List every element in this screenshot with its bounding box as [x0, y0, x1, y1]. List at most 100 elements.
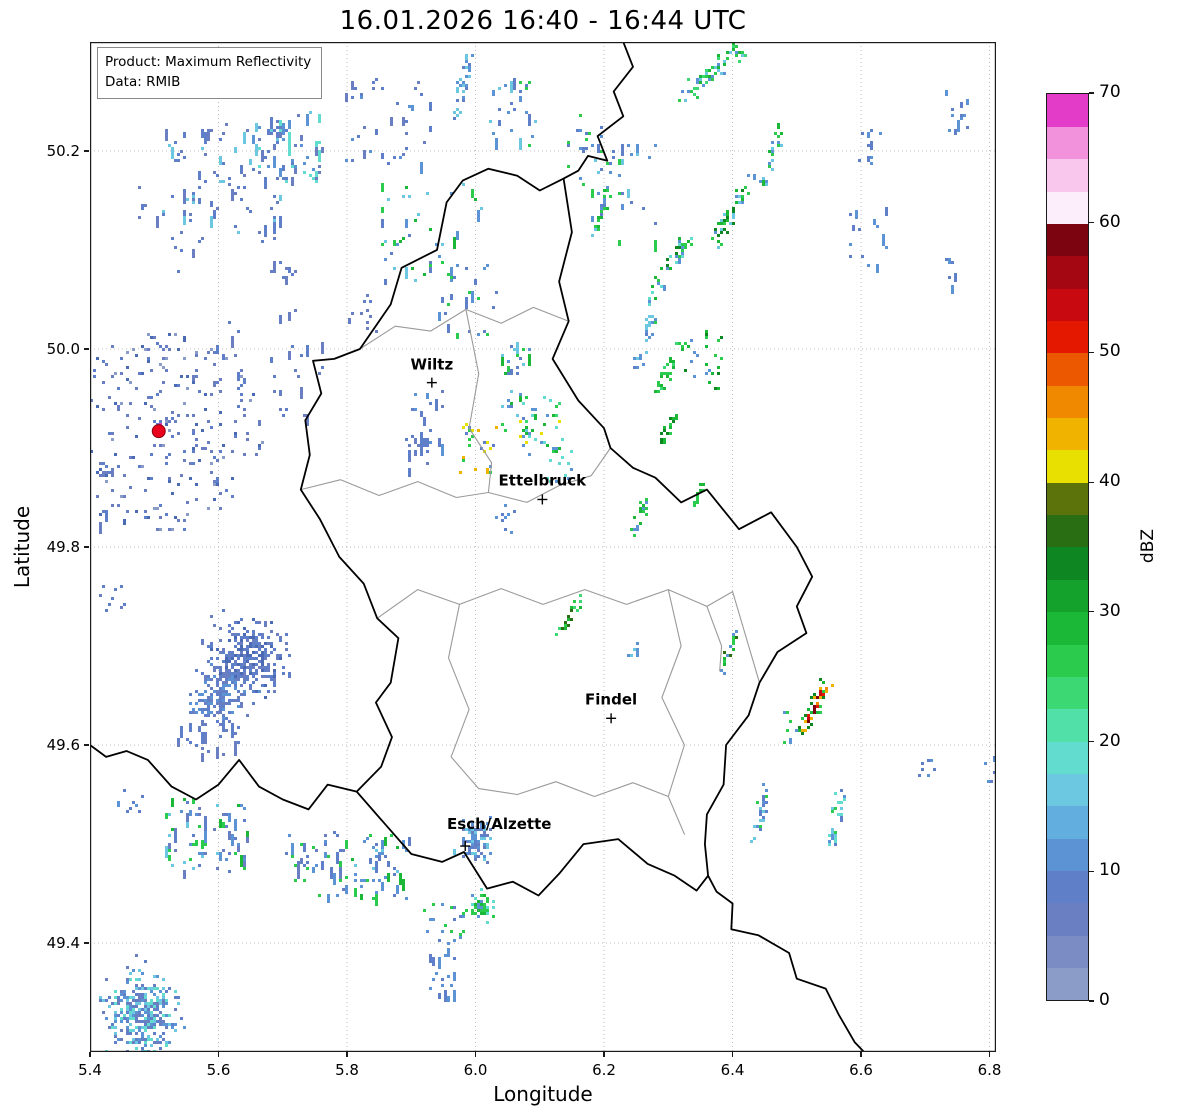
radar-echo-cluster: [381, 183, 483, 285]
district-border-path: [376, 588, 761, 684]
city-marker: Esch/Alzette: [447, 815, 551, 852]
colorbar-tick: [1089, 481, 1094, 483]
colorbar-tick: [1089, 351, 1094, 354]
colorbar-segment: [1047, 449, 1088, 483]
y-tick-label: 49.8: [46, 538, 80, 556]
radar-echo-cluster: [849, 207, 888, 273]
radar-echo-cluster: [798, 678, 834, 735]
radar-echo-cluster: [519, 396, 564, 456]
radar-echo-cluster: [858, 129, 882, 165]
x-tick: [860, 1052, 862, 1057]
x-tick-label: 5.6: [206, 1061, 231, 1079]
radar-echo-cluster: [285, 831, 348, 903]
city-marker: Wiltz: [410, 356, 453, 388]
colorbar-tick-label: 10: [1099, 860, 1121, 881]
colorbar-tick: [1089, 92, 1094, 94]
radar-echo-cluster: [423, 903, 465, 945]
colorbar-segment: [1047, 967, 1088, 1000]
x-tick: [346, 1052, 348, 1057]
radar-echo-pixels: [90, 42, 996, 1052]
map-plot-area: Wiltz Ettelbruck Findel Esch/Alzette Produc…: [90, 42, 996, 1052]
radar-echo-cluster: [459, 423, 498, 474]
radar-echo-cluster: [351, 834, 411, 906]
x-tick: [89, 1052, 91, 1057]
x-tick: [603, 1052, 605, 1057]
x-tick-label: 6.8: [977, 1061, 1002, 1079]
radar-echo-cluster: [918, 759, 936, 777]
radar-echo-cluster: [750, 783, 768, 843]
colorbar-tick-label: 50: [1099, 341, 1121, 362]
axes-frame: [90, 42, 996, 1052]
colorbar-segment: [1047, 643, 1088, 677]
radar-echo-cluster: [720, 630, 738, 675]
country-border-path: [299, 167, 814, 897]
y-tick: [84, 546, 89, 548]
colorbar-segment: [1047, 902, 1088, 936]
colorbar-segment: [1047, 579, 1088, 613]
radar-echo-cluster: [654, 342, 684, 393]
y-tick: [84, 150, 89, 152]
y-tick: [84, 744, 89, 746]
colorbar-tick: [1089, 222, 1094, 224]
y-tick: [84, 348, 89, 350]
district-border-path: [359, 306, 570, 350]
colorbar-segment: [1047, 934, 1088, 968]
x-tick: [988, 1052, 991, 1057]
y-tick-label: 50.0: [46, 339, 80, 358]
colorbar-tick-label: 30: [1099, 600, 1121, 621]
radar-site-marker: [151, 424, 166, 439]
district-border-path: [300, 447, 612, 503]
country-border-path: [562, 42, 634, 180]
radar-echo-cluster: [177, 714, 240, 762]
colorbar-tick-label: 60: [1099, 211, 1121, 232]
city-label: Esch/Alzette: [447, 815, 551, 833]
radar-echo-cluster: [270, 261, 297, 324]
product-info-line: Product: Maximum Reflectivity: [105, 54, 312, 70]
city-marker: Ettelbruck: [499, 471, 587, 505]
radar-echo-cluster: [90, 333, 264, 531]
radar-echo-cluster: [138, 186, 201, 273]
colorbar-segment: [1047, 708, 1088, 742]
colorbar-tick-label: 0: [1099, 990, 1110, 1010]
radar-echo-cluster: [246, 111, 324, 189]
radar-echo-cluster: [678, 42, 747, 102]
x-tick-label: 5.8: [335, 1061, 359, 1079]
colorbar-tick-label: 40: [1099, 471, 1121, 492]
radar-echo-cluster: [579, 144, 657, 252]
colorbar-segment: [1047, 385, 1088, 419]
y-tick-label: 50.2: [46, 141, 80, 160]
radar-echo-cluster: [408, 432, 429, 477]
radar-echo-cluster: [648, 237, 693, 306]
radar-echo-cluster: [495, 504, 516, 534]
colorbar-tick: [1089, 611, 1094, 613]
radar-echo-cluster: [594, 186, 609, 231]
x-tick-label: 6.4: [720, 1061, 745, 1079]
y-tick: [84, 942, 89, 944]
radar-echo-cluster: [453, 816, 492, 864]
radar-echo-cluster: [429, 948, 456, 1002]
radar-echo-cluster: [453, 54, 474, 120]
radar-echo-cluster: [462, 888, 495, 924]
radar-echo-cluster: [630, 498, 648, 537]
colorbar-segment: [1047, 417, 1088, 451]
radar-echo-cluster: [213, 321, 243, 390]
city-label: Wiltz: [410, 356, 453, 374]
radar-echo-cluster: [711, 174, 756, 249]
y-axis-label: Latitude: [10, 505, 34, 589]
colorbar-tick: [1089, 870, 1094, 872]
colorbar-segment: [1047, 740, 1088, 774]
radar-echo-cluster: [117, 789, 144, 813]
radar-echo-cluster: [807, 687, 828, 723]
colorbar-segment: [1047, 546, 1088, 580]
city-label: Findel: [585, 690, 637, 708]
x-tick: [474, 1052, 477, 1057]
colorbar-unit-label: dBZ: [1138, 528, 1158, 564]
colorbar-segment: [1047, 870, 1088, 904]
y-tick-label: 49.4: [46, 934, 80, 953]
radar-echo-cluster: [162, 123, 285, 243]
radar-echo-cluster: [99, 585, 126, 612]
data-source-line: Data: RMIB: [105, 74, 181, 91]
figure-title: 16.01.2026 16:40 - 16:44 UTC: [339, 6, 747, 36]
colorbar-tick-label: 70: [1099, 82, 1121, 102]
